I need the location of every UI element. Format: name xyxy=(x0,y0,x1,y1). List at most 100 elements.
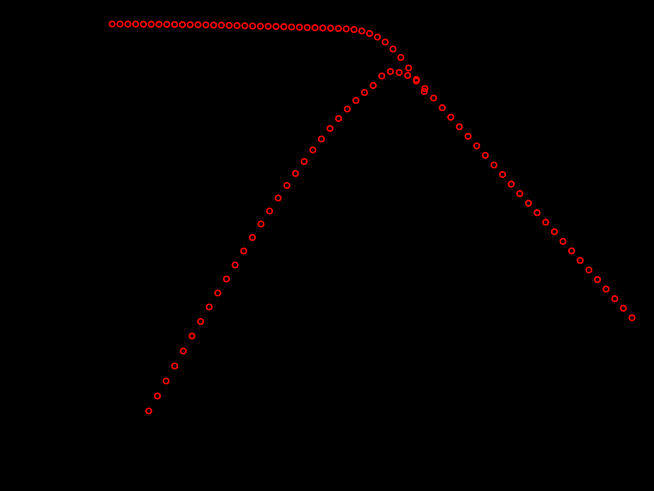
data-point-series-1 xyxy=(405,64,413,72)
data-point-series-1 xyxy=(178,21,186,29)
data-point-series-2 xyxy=(309,146,317,154)
data-point-series-2 xyxy=(611,295,619,303)
data-point-series-2 xyxy=(197,317,205,326)
data-point-series-2 xyxy=(369,81,377,90)
data-point-series-1 xyxy=(116,20,124,28)
data-point-series-1 xyxy=(334,24,342,33)
data-point-series-2 xyxy=(378,72,386,80)
series-1-plateau-then-drop xyxy=(108,20,428,96)
data-point-series-2 xyxy=(395,68,403,77)
data-point-series-2 xyxy=(188,332,196,340)
data-point-series-2 xyxy=(404,71,412,80)
data-point-series-1 xyxy=(217,21,225,29)
data-point-series-1 xyxy=(373,33,381,41)
data-point-series-2 xyxy=(412,77,420,85)
data-point-series-1 xyxy=(132,20,140,28)
data-point-series-2 xyxy=(205,303,213,311)
data-point-series-2 xyxy=(490,161,498,169)
data-point-series-2 xyxy=(214,289,222,297)
data-point-series-2 xyxy=(602,285,610,293)
data-point-series-2 xyxy=(266,207,274,215)
data-point-series-1 xyxy=(210,21,218,29)
data-point-series-2 xyxy=(171,362,179,370)
series-2-rise-peak-decline xyxy=(145,67,636,415)
data-point-series-1 xyxy=(163,20,171,28)
data-point-series-2 xyxy=(335,114,343,123)
data-point-series-2 xyxy=(447,113,455,121)
data-point-series-2 xyxy=(274,194,282,202)
data-point-series-2 xyxy=(507,180,515,188)
data-point-series-1 xyxy=(319,24,327,32)
data-point-series-2 xyxy=(593,276,602,284)
data-point-series-2 xyxy=(360,88,369,97)
data-point-series-1 xyxy=(389,45,397,53)
data-point-series-1 xyxy=(311,24,319,32)
data-point-series-1 xyxy=(171,20,179,29)
data-point-series-2 xyxy=(516,190,524,198)
data-point-series-2 xyxy=(300,157,308,166)
data-point-series-1 xyxy=(249,22,257,30)
data-point-series-2 xyxy=(343,105,351,113)
data-point-series-2 xyxy=(291,169,300,178)
data-point-series-2 xyxy=(179,347,187,355)
data-point-series-2 xyxy=(240,247,248,255)
data-point-series-2 xyxy=(464,132,472,140)
data-point-series-2 xyxy=(455,123,463,131)
data-point-series-2 xyxy=(585,266,593,274)
data-point-series-1 xyxy=(194,21,202,29)
data-point-series-1 xyxy=(303,23,311,32)
data-point-series-2 xyxy=(386,67,394,76)
data-point-series-1 xyxy=(233,22,241,30)
data-point-series-1 xyxy=(295,23,303,31)
data-point-series-2 xyxy=(222,275,231,283)
data-point-series-1 xyxy=(264,22,272,30)
data-point-series-1 xyxy=(202,21,210,29)
data-point-series-2 xyxy=(568,247,576,255)
data-point-series-1 xyxy=(288,23,296,31)
data-point-series-2 xyxy=(248,233,256,242)
data-point-series-2 xyxy=(628,314,636,322)
data-point-series-2 xyxy=(326,124,334,133)
data-point-series-2 xyxy=(153,392,161,400)
data-point-series-2 xyxy=(499,170,507,179)
data-point-series-1 xyxy=(280,23,288,31)
data-point-series-1 xyxy=(139,20,147,28)
data-point-series-2 xyxy=(352,96,360,105)
data-point-series-2 xyxy=(576,256,584,265)
data-point-series-2 xyxy=(619,304,627,312)
data-point-series-2 xyxy=(473,142,481,150)
data-point-series-1 xyxy=(186,21,194,29)
data-point-series-1 xyxy=(256,22,264,30)
data-point-series-1 xyxy=(108,20,116,28)
data-point-series-2 xyxy=(257,220,265,228)
data-point-series-1 xyxy=(147,20,155,28)
data-point-series-2 xyxy=(421,84,429,93)
data-point-series-1 xyxy=(420,87,428,96)
data-point-series-2 xyxy=(430,94,438,102)
data-point-series-1 xyxy=(342,25,350,33)
data-point-series-1 xyxy=(327,24,335,32)
data-point-series-2 xyxy=(162,377,170,385)
data-point-series-2 xyxy=(317,135,325,143)
data-point-series-1 xyxy=(124,20,132,28)
data-point-series-2 xyxy=(524,199,533,207)
data-point-series-2 xyxy=(542,218,550,226)
data-point-series-2 xyxy=(559,237,567,245)
data-point-series-2 xyxy=(438,104,446,112)
data-point-series-2 xyxy=(145,407,153,415)
data-point-series-1 xyxy=(366,29,374,38)
data-point-series-1 xyxy=(155,20,163,28)
data-point-series-1 xyxy=(397,53,405,62)
data-point-series-2 xyxy=(231,261,239,269)
data-point-series-2 xyxy=(550,228,558,236)
data-point-series-2 xyxy=(533,209,541,217)
data-point-series-1 xyxy=(272,22,280,31)
data-point-series-2 xyxy=(481,151,489,159)
data-point-series-1 xyxy=(381,38,389,46)
data-point-series-2 xyxy=(283,181,291,190)
data-point-series-1 xyxy=(350,26,358,34)
data-point-series-1 xyxy=(225,21,233,29)
